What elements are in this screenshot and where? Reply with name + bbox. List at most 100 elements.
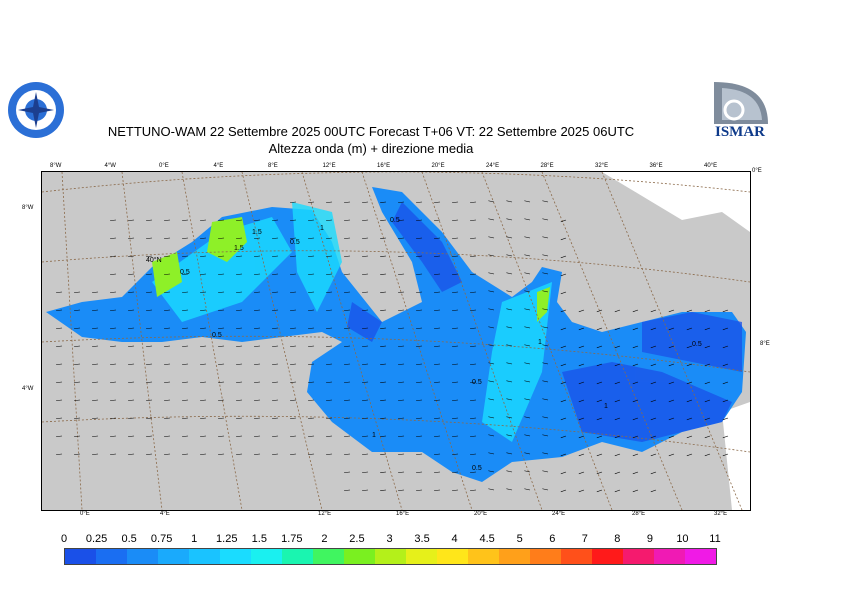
direction-arrow bbox=[452, 435, 459, 437]
direction-arrow bbox=[362, 237, 369, 239]
contour-label: 0.5 bbox=[692, 341, 702, 348]
direction-arrow bbox=[146, 435, 153, 437]
colorbar-swatch bbox=[344, 549, 375, 564]
direction-arrow bbox=[182, 345, 189, 347]
direction-arrow bbox=[542, 470, 549, 473]
direction-arrow bbox=[398, 417, 405, 419]
direction-arrow bbox=[596, 327, 603, 331]
direction-arrow bbox=[524, 344, 531, 347]
direction-arrow bbox=[254, 345, 261, 347]
direction-arrow bbox=[164, 417, 171, 419]
direction-arrow bbox=[200, 327, 207, 329]
direction-arrow bbox=[542, 254, 549, 257]
direction-arrow bbox=[704, 417, 711, 421]
direction-arrow bbox=[362, 273, 369, 275]
direction-arrow bbox=[254, 255, 261, 257]
direction-arrow bbox=[614, 363, 621, 367]
direction-arrow bbox=[524, 416, 531, 419]
direction-arrow bbox=[470, 219, 477, 221]
direction-arrow bbox=[110, 255, 117, 257]
direction-arrow bbox=[182, 237, 189, 239]
direction-arrow bbox=[182, 363, 189, 365]
direction-arrow bbox=[668, 381, 675, 385]
direction-arrow bbox=[218, 417, 225, 419]
direction-arrow bbox=[290, 435, 297, 437]
direction-arrow bbox=[524, 434, 531, 437]
direction-arrow bbox=[56, 453, 63, 455]
direction-arrow bbox=[110, 219, 117, 221]
direction-arrow bbox=[362, 381, 369, 383]
direction-arrow bbox=[200, 291, 207, 293]
colorbar-label: 0.25 bbox=[85, 533, 108, 545]
direction-arrow bbox=[164, 453, 171, 455]
weather-service-logo bbox=[8, 82, 64, 138]
direction-arrow bbox=[146, 309, 153, 311]
direction-arrow bbox=[704, 399, 711, 403]
direction-arrow bbox=[524, 326, 531, 329]
direction-arrow bbox=[434, 471, 441, 473]
direction-arrow bbox=[218, 327, 225, 329]
colorbar-label: 1.25 bbox=[216, 533, 238, 545]
direction-arrow bbox=[182, 309, 189, 311]
direction-arrow bbox=[614, 489, 621, 493]
direction-arrow bbox=[326, 327, 333, 329]
direction-arrow bbox=[506, 254, 513, 257]
direction-arrow bbox=[326, 201, 333, 203]
direction-arrow bbox=[182, 327, 189, 329]
direction-arrow bbox=[452, 453, 459, 455]
direction-arrow bbox=[560, 453, 567, 457]
direction-arrow bbox=[416, 399, 423, 401]
direction-arrow bbox=[56, 381, 63, 383]
direction-arrow bbox=[452, 273, 459, 275]
direction-arrow bbox=[56, 363, 63, 365]
direction-arrow bbox=[272, 363, 279, 365]
direction-arrow bbox=[506, 326, 513, 329]
direction-arrow bbox=[452, 399, 459, 401]
direction-arrow bbox=[128, 273, 135, 275]
map-canvas: 0.5 1 1.5 0.5 0.5 0.5 0.5 1 1 1.5 0.5 1 … bbox=[42, 172, 750, 510]
direction-arrow bbox=[704, 327, 711, 331]
contour-label: 0.5 bbox=[390, 217, 400, 224]
direction-arrow bbox=[398, 291, 405, 293]
direction-arrow bbox=[110, 327, 117, 329]
direction-arrow bbox=[542, 398, 549, 401]
direction-arrow bbox=[542, 272, 549, 275]
direction-arrow bbox=[380, 453, 387, 455]
direction-arrow bbox=[506, 488, 513, 491]
direction-arrow bbox=[164, 273, 171, 275]
direction-arrow bbox=[182, 381, 189, 383]
direction-arrow bbox=[146, 363, 153, 365]
direction-arrow bbox=[308, 381, 315, 383]
direction-arrow bbox=[218, 345, 225, 347]
direction-arrow bbox=[488, 254, 495, 257]
direction-arrow bbox=[362, 399, 369, 401]
direction-arrow bbox=[308, 435, 315, 437]
direction-arrow bbox=[362, 201, 369, 203]
direction-arrow bbox=[596, 489, 603, 493]
direction-arrow bbox=[380, 471, 387, 473]
direction-arrow bbox=[218, 381, 225, 383]
colorbar-label: 6 bbox=[549, 533, 556, 545]
direction-arrow bbox=[506, 236, 513, 239]
colorbar-label: 4 bbox=[451, 533, 458, 545]
direction-arrow bbox=[578, 345, 585, 349]
direction-arrow bbox=[614, 435, 621, 439]
direction-arrow bbox=[488, 362, 495, 365]
direction-arrow bbox=[380, 363, 387, 365]
direction-arrow bbox=[506, 380, 513, 383]
direction-arrow bbox=[380, 255, 387, 257]
colorbar-label: 10 bbox=[676, 533, 689, 545]
direction-arrow bbox=[326, 309, 333, 311]
direction-arrow bbox=[632, 489, 639, 493]
direction-arrow bbox=[290, 363, 297, 365]
direction-arrow bbox=[326, 255, 333, 257]
direction-arrow bbox=[272, 273, 279, 275]
direction-arrow bbox=[524, 308, 531, 311]
direction-arrow bbox=[200, 381, 207, 383]
direction-arrow bbox=[326, 219, 333, 221]
snow-area-southeast bbox=[722, 402, 750, 510]
direction-arrow bbox=[470, 273, 477, 275]
direction-arrow bbox=[686, 381, 693, 385]
direction-arrow bbox=[524, 470, 531, 473]
direction-arrow bbox=[416, 435, 423, 437]
